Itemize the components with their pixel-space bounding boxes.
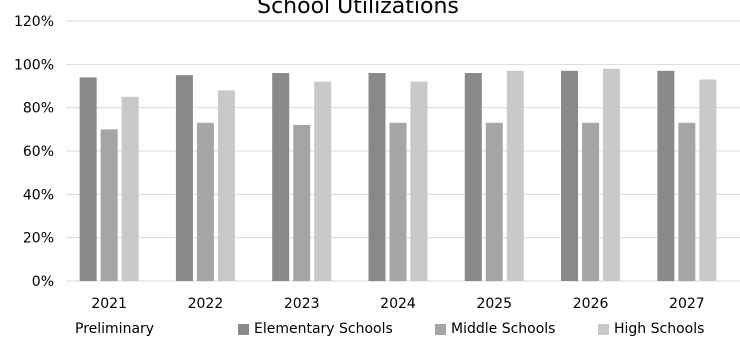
bar-middle-schools-2024 — [389, 122, 407, 281]
legend-label: Middle Schools — [451, 321, 555, 337]
bar-middle-schools-2027 — [678, 122, 696, 281]
bar-elementary-schools-2027 — [657, 70, 675, 281]
chart-title: School Utilizations — [257, 0, 459, 19]
bar-elementary-schools-2026 — [561, 70, 579, 281]
bar-middle-schools-2022 — [196, 122, 214, 281]
x-axis-tick-labels: 2021 2022 2023 2024 2025 2026 2027 — [91, 296, 704, 312]
y-axis-tick-labels: 0% 20% 40% 60% 80% 100% 120% — [14, 14, 54, 290]
bar-high-schools-2021 — [121, 96, 139, 281]
bar-elementary-schools-2022 — [175, 75, 193, 282]
x-tick-label: 2024 — [380, 296, 416, 312]
bar-middle-schools-2025 — [485, 122, 503, 281]
legend-swatch — [238, 324, 249, 335]
legend-label: High Schools — [614, 321, 704, 337]
y-tick-label: 40% — [23, 187, 54, 203]
bar-elementary-schools-2024 — [368, 73, 386, 281]
footnote: Preliminary — [75, 321, 154, 337]
x-tick-label: 2023 — [284, 296, 320, 312]
bar-high-schools-2026 — [603, 68, 621, 282]
bar-elementary-schools-2021 — [79, 77, 97, 281]
bar-high-schools-2027 — [699, 79, 717, 281]
bar-middle-schools-2026 — [582, 122, 600, 281]
bars — [79, 68, 717, 282]
x-tick-label: 2021 — [91, 296, 127, 312]
y-tick-label: 60% — [23, 144, 54, 160]
legend: Elementary Schools Middle Schools High Sch… — [238, 321, 704, 337]
bar-middle-schools-2021 — [100, 129, 118, 281]
y-tick-label: 120% — [14, 14, 54, 30]
bar-elementary-schools-2025 — [464, 73, 482, 281]
x-tick-label: 2022 — [188, 296, 224, 312]
y-tick-label: 0% — [32, 274, 54, 290]
legend-label: Elementary Schools — [254, 321, 393, 337]
x-tick-label: 2027 — [669, 296, 705, 312]
bar-high-schools-2025 — [506, 70, 524, 281]
bar-high-schools-2022 — [217, 90, 235, 281]
x-tick-label: 2025 — [476, 296, 512, 312]
bar-middle-schools-2023 — [293, 125, 311, 281]
y-tick-label: 80% — [23, 101, 54, 117]
x-tick-label: 2026 — [573, 296, 609, 312]
legend-swatch — [598, 324, 609, 335]
legend-swatch — [435, 324, 446, 335]
y-tick-label: 100% — [14, 57, 54, 73]
bar-elementary-schools-2023 — [272, 73, 290, 281]
bar-high-schools-2023 — [314, 81, 332, 282]
bar-high-schools-2024 — [410, 81, 428, 282]
y-tick-label: 20% — [23, 231, 54, 247]
